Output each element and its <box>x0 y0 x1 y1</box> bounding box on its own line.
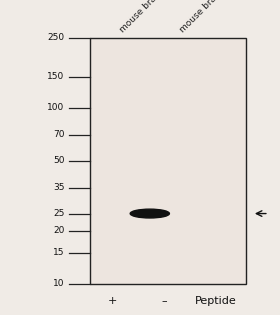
Text: 70: 70 <box>53 130 64 140</box>
Text: 20: 20 <box>53 226 64 235</box>
Text: 250: 250 <box>47 33 64 42</box>
Bar <box>90 38 246 284</box>
Text: 10: 10 <box>53 279 64 288</box>
Text: +: + <box>107 296 117 306</box>
Text: mouse brain: mouse brain <box>118 0 165 35</box>
Text: mouse brain: mouse brain <box>178 0 225 35</box>
Text: 25: 25 <box>53 209 64 218</box>
Text: 100: 100 <box>47 103 64 112</box>
Text: 15: 15 <box>53 248 64 257</box>
Text: 150: 150 <box>47 72 64 81</box>
Text: Peptide: Peptide <box>195 296 237 306</box>
Text: 35: 35 <box>53 183 64 192</box>
Text: –: – <box>161 296 167 306</box>
Ellipse shape <box>130 209 169 218</box>
Text: 50: 50 <box>53 156 64 165</box>
